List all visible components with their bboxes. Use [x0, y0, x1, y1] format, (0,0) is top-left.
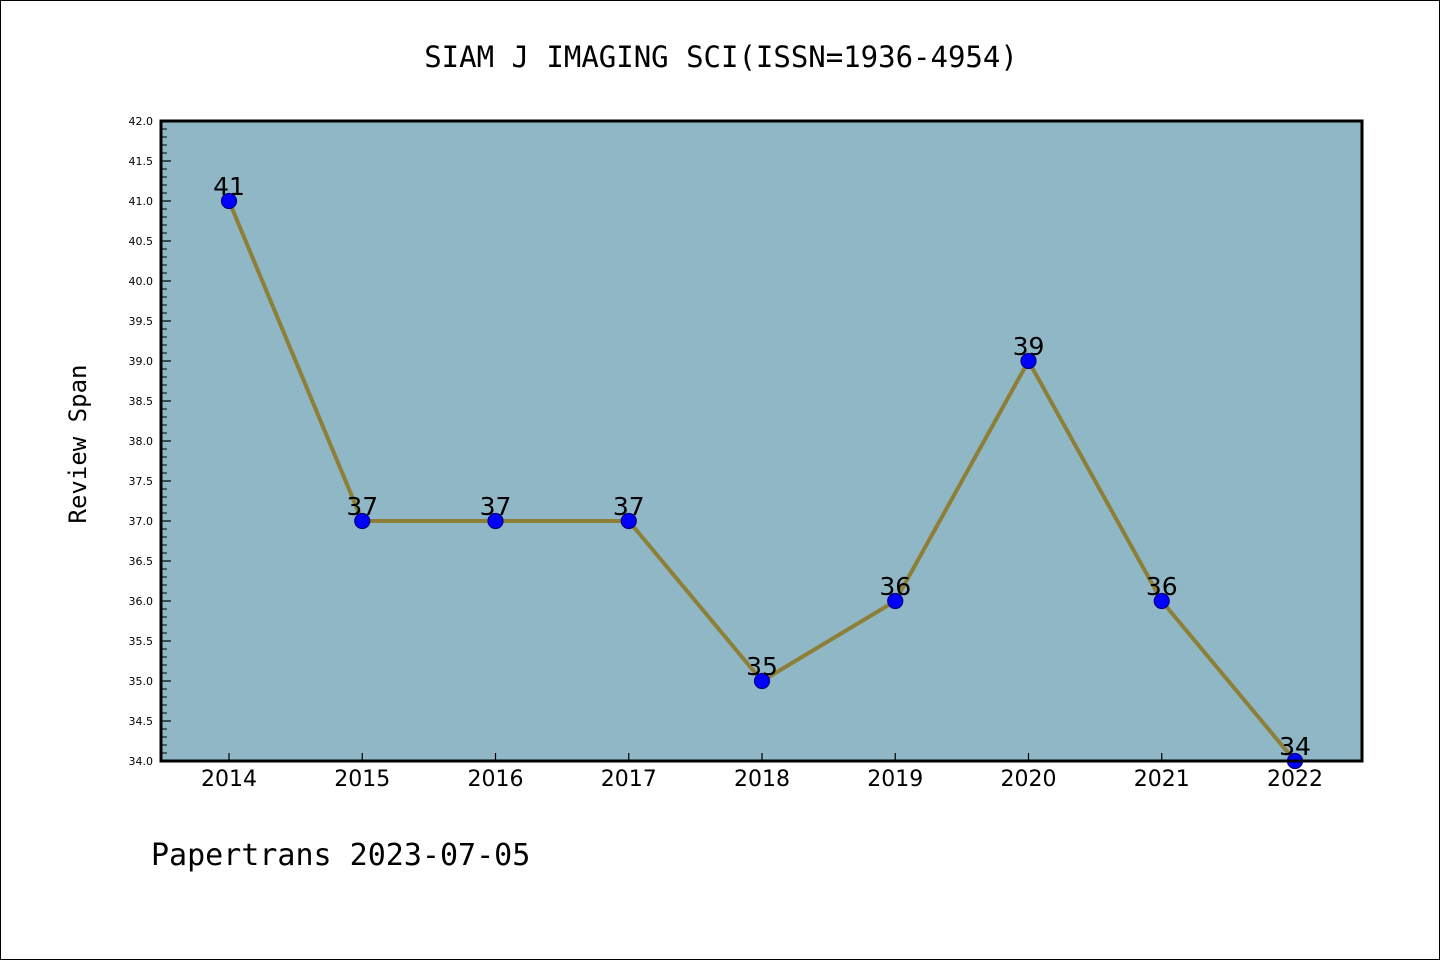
y-tick-label: 41.5	[129, 155, 154, 168]
data-label: 34	[1279, 732, 1311, 761]
footer-watermark: Papertrans 2023-07-05	[151, 838, 530, 873]
x-tick-label: 2018	[734, 767, 790, 792]
y-tick-label: 41.0	[129, 195, 154, 208]
data-label: 37	[346, 492, 378, 521]
y-tick-label: 40.5	[129, 235, 154, 248]
y-tick-label: 36.0	[129, 595, 154, 608]
y-axis-label: Review Span	[64, 365, 92, 524]
series-markers	[220, 192, 1304, 770]
y-tick-label: 38.5	[129, 395, 154, 408]
data-point	[887, 592, 904, 610]
x-tick-label: 2019	[867, 767, 923, 792]
y-tick-label: 34.5	[129, 715, 154, 728]
y-tick-label: 37.0	[129, 515, 154, 528]
x-tick-label: 2022	[1267, 767, 1323, 792]
plot-border	[159, 119, 1364, 763]
y-tick-label: 39.5	[129, 315, 154, 328]
y-tick-label: 35.5	[129, 635, 154, 648]
data-label: 41	[213, 172, 245, 201]
x-tick-label: 2020	[1001, 767, 1057, 792]
data-label: 39	[1013, 332, 1045, 361]
data-point	[1153, 592, 1170, 610]
x-tick-labels: 2014 2015 2016 2017 2018 2019 2020 2021 2022	[201, 767, 1323, 792]
y-tick-label: 40.0	[129, 275, 154, 288]
data-point	[354, 512, 371, 530]
y-tick-label: 34.0	[129, 755, 154, 768]
x-tick-label: 2021	[1134, 767, 1190, 792]
data-label: 36	[1146, 572, 1178, 601]
x-tick-label: 2015	[334, 767, 390, 792]
data-point	[753, 672, 771, 690]
y-tick-label: 39.0	[129, 355, 154, 368]
y-tick-label: 36.5	[129, 555, 154, 568]
data-label: 36	[879, 572, 911, 601]
data-label: 35	[746, 652, 778, 681]
data-point	[220, 192, 238, 210]
y-tick-label: 38.0	[129, 435, 154, 448]
x-tick-label: 2016	[468, 767, 524, 792]
y-tick-labels: 34.0 34.5 35.0 35.5 36.0 36.5 37.0 37.5 38.0 38.5…	[129, 115, 154, 768]
chart-title: SIAM J IMAGING SCI(ISSN=1936-4954)	[424, 40, 1018, 74]
plot-area	[161, 121, 1362, 761]
x-tick-label: 2014	[201, 767, 257, 792]
data-label: 37	[613, 492, 645, 521]
y-tick-label: 42.0	[129, 115, 154, 128]
x-tick-label: 2017	[601, 767, 657, 792]
data-point	[487, 512, 504, 530]
data-labels: 41 37 37 37 35 36 39 36 34	[213, 172, 1311, 761]
y-tick-label: 35.0	[129, 675, 154, 688]
data-point	[1020, 352, 1037, 370]
data-point	[620, 512, 637, 530]
y-tick-label: 37.5	[129, 475, 154, 488]
data-label: 37	[480, 492, 512, 521]
